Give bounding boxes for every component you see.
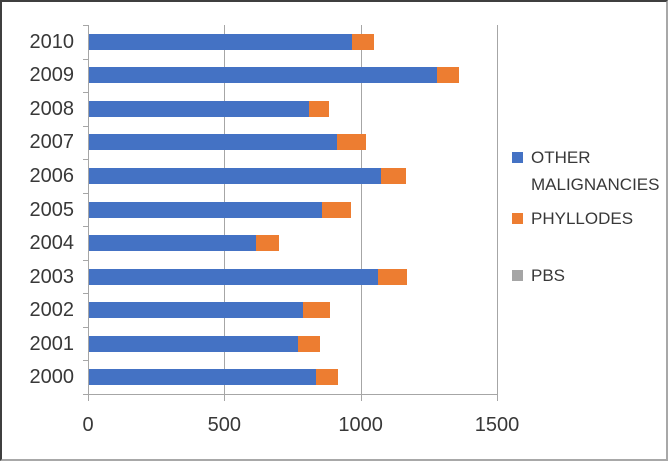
- y-tick: [83, 92, 88, 93]
- y-axis-category-label: 2004: [29, 232, 75, 254]
- legend: OTHER MALIGNANCIES PHYLLODES PBS: [512, 144, 666, 296]
- y-tick: [83, 126, 88, 127]
- y-axis-category-label: 2000: [29, 366, 75, 388]
- bar-segment-phyllodes-2009: [437, 67, 459, 83]
- y-axis-category-label: 2001: [29, 333, 75, 355]
- bar-segment-other-malignancies-2005: [88, 202, 322, 218]
- y-axis-line: [88, 25, 89, 395]
- x-axis-tick-label: 0: [82, 414, 94, 436]
- legend-item-phyllodes: PHYLLODES: [512, 205, 666, 232]
- x-axis-tick-label: 1000: [338, 414, 383, 436]
- bar-segment-phyllodes-2005: [322, 202, 352, 218]
- y-axis-category-label: 2007: [29, 131, 75, 153]
- legend-label: PBS: [531, 266, 566, 285]
- bar-segment-phyllodes-2004: [255, 235, 279, 251]
- y-tick: [83, 226, 88, 227]
- x-tick-500: [224, 394, 226, 401]
- legend-marker-phyllodes: [512, 213, 523, 224]
- y-tick: [83, 59, 88, 60]
- x-tick-1000: [360, 394, 362, 401]
- bar-segment-phyllodes-2003: [378, 269, 408, 285]
- bar-segment-other-malignancies-2006: [88, 168, 381, 184]
- bar-segment-phyllodes-2007: [337, 134, 367, 150]
- bar-segment-other-malignancies-2009: [88, 67, 437, 83]
- bar-segment-other-malignancies-2003: [88, 269, 378, 285]
- x-axis-tick-label: 500: [207, 414, 242, 436]
- bar-segment-other-malignancies-2000: [88, 369, 316, 385]
- y-tick: [83, 260, 88, 261]
- bar-segment-phyllodes-2000: [315, 369, 338, 385]
- y-tick: [83, 193, 88, 194]
- bar-segment-other-malignancies-2008: [88, 101, 309, 117]
- bar-segment-phyllodes-2008: [308, 101, 329, 117]
- bar-segment-other-malignancies-2004: [88, 235, 256, 251]
- legend-item-other-malignancies: OTHER MALIGNANCIES: [512, 144, 666, 198]
- legend-item-pbs: PBS: [512, 262, 666, 289]
- y-tick: [83, 159, 88, 160]
- y-tick: [83, 327, 88, 328]
- y-axis-category-label: 2002: [29, 299, 75, 321]
- x-tick-0: [88, 394, 89, 401]
- x-axis-line: [88, 394, 498, 395]
- legend-label: PHYLLODES: [531, 209, 634, 228]
- y-axis-category-label: 2008: [29, 98, 75, 120]
- y-axis-category-label: 2003: [29, 266, 75, 288]
- legend-marker-other-malignancies: [512, 152, 523, 163]
- bar-segment-other-malignancies-2007: [88, 134, 337, 150]
- y-tick: [83, 293, 88, 294]
- bar-segment-other-malignancies-2002: [88, 302, 303, 318]
- bar-segment-phyllodes-2010: [352, 34, 375, 50]
- y-axis-category-label: 2006: [29, 165, 75, 187]
- y-tick: [83, 394, 88, 395]
- y-axis-category-label: 2005: [29, 199, 75, 221]
- gridline-1000: [360, 25, 362, 394]
- legend-marker-pbs: [512, 270, 523, 281]
- bar-segment-other-malignancies-2010: [88, 34, 352, 50]
- y-tick: [83, 25, 88, 26]
- x-tick-1500: [497, 394, 498, 401]
- y-axis-category-label: 2009: [29, 64, 75, 86]
- y-axis-category-label: 2010: [29, 31, 75, 53]
- legend-label: OTHER MALIGNANCIES: [531, 148, 660, 194]
- gridline-1500: [497, 25, 498, 394]
- bar-segment-phyllodes-2002: [303, 302, 331, 318]
- x-axis-tick-label: 1500: [474, 414, 520, 436]
- y-tick: [83, 360, 88, 361]
- bar-segment-other-malignancies-2001: [88, 336, 298, 352]
- plot-area: [88, 25, 498, 394]
- bar-segment-phyllodes-2001: [297, 336, 320, 352]
- bar-segment-phyllodes-2006: [381, 168, 407, 184]
